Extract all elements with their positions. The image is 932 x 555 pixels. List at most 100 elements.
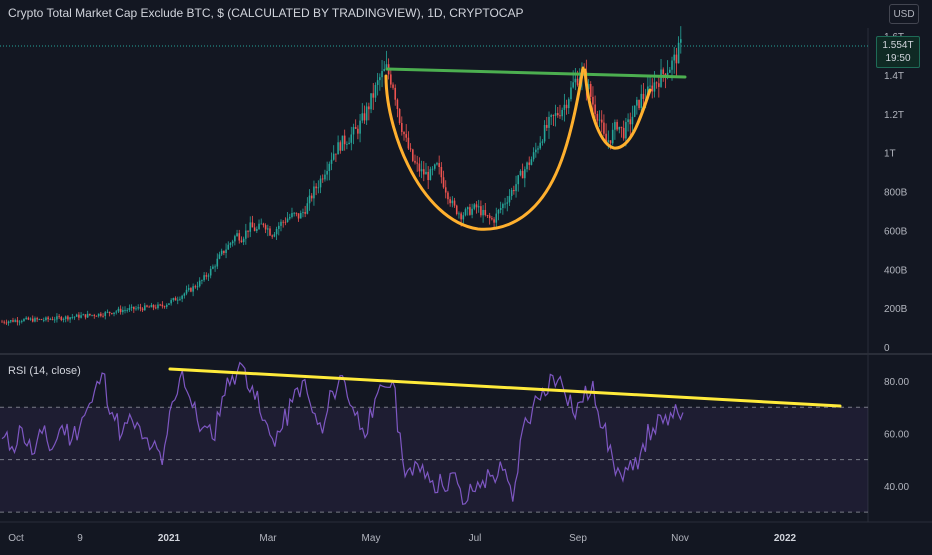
candle-body: [150, 304, 153, 308]
currency-button[interactable]: USD: [889, 4, 919, 24]
candle-body: [192, 286, 194, 292]
candle-body: [205, 275, 208, 277]
candle-body: [198, 280, 201, 287]
candle-body: [282, 221, 284, 223]
candle-body: [148, 306, 150, 308]
candle-body: [442, 177, 445, 188]
candle-body: [532, 152, 535, 160]
candle-body: [95, 315, 98, 317]
candle-body: [284, 221, 287, 223]
candle-body: [359, 120, 361, 134]
candle-body: [159, 304, 161, 306]
candle-body: [40, 319, 43, 320]
candle-body: [381, 71, 383, 78]
candle-body: [253, 227, 256, 231]
candle-body: [264, 225, 267, 230]
candle-body: [104, 312, 107, 316]
candle-body: [576, 78, 579, 85]
candle-body: [627, 119, 629, 123]
candle-body: [370, 93, 372, 110]
rsi-indicator-label[interactable]: RSI (14, close): [8, 365, 81, 377]
candle-body: [196, 286, 199, 288]
candle-body: [449, 199, 451, 204]
candle-body: [9, 320, 12, 322]
candle-body: [7, 321, 10, 324]
candle-body: [660, 69, 662, 87]
candle-body: [451, 200, 454, 204]
candle-body: [302, 212, 304, 213]
candle-body: [631, 116, 634, 125]
candle-body: [401, 122, 403, 132]
candle-body: [519, 170, 522, 176]
candle-body: [447, 192, 449, 200]
candle-body: [636, 99, 638, 106]
candle-body: [277, 225, 280, 229]
candle-body: [91, 314, 93, 316]
candle-body: [658, 83, 660, 87]
candle-body: [45, 317, 47, 320]
candle-body: [673, 54, 676, 61]
candle-body: [73, 316, 76, 318]
candle-body: [5, 322, 8, 324]
candle-body: [491, 218, 493, 220]
candle-body: [662, 69, 665, 74]
candle-body: [390, 74, 392, 85]
candle-body: [56, 316, 58, 320]
candle-body: [600, 119, 603, 123]
candle-body: [411, 149, 414, 161]
candle-body: [133, 306, 135, 310]
candle-body: [680, 39, 682, 43]
candle-body: [122, 309, 124, 313]
candle-body: [414, 160, 416, 163]
candle-body: [570, 87, 572, 100]
candle-body: [27, 317, 30, 320]
candle-body: [25, 317, 27, 320]
price-axis-tick: 1T: [884, 149, 896, 160]
price-axis-tick: 600B: [884, 226, 908, 237]
candle-body: [405, 134, 408, 138]
candle-body: [269, 228, 271, 236]
candle-body: [383, 68, 386, 72]
candle-body: [84, 314, 87, 318]
candle-body: [128, 307, 131, 310]
candle-body: [556, 113, 559, 116]
time-axis-tick: 2022: [774, 533, 797, 544]
candle-body: [554, 113, 557, 116]
candle-body: [229, 243, 232, 245]
candle-body: [218, 254, 221, 259]
candle-body: [339, 142, 342, 151]
candle-body: [154, 307, 157, 309]
candle-body: [267, 228, 269, 230]
chart-title: Crypto Total Market Cap Exclude BTC, $ (…: [8, 6, 524, 20]
candle-body: [220, 250, 223, 255]
candle-body: [330, 159, 333, 164]
candle-body: [398, 109, 401, 123]
candle-body: [34, 318, 36, 322]
candle-body: [236, 233, 238, 237]
candle-body: [31, 318, 34, 322]
candle-body: [288, 216, 291, 219]
price-axis-tick: 400B: [884, 265, 908, 276]
candle-body: [214, 266, 216, 268]
candle-body: [526, 162, 528, 170]
candle-body: [431, 168, 434, 170]
candle-body: [113, 312, 115, 314]
candle-body: [350, 134, 353, 143]
candle-body: [622, 127, 625, 139]
candle-body: [139, 307, 142, 309]
candle-body: [561, 109, 563, 117]
candle-body: [293, 212, 295, 214]
candle-body: [51, 319, 54, 320]
candle-body: [238, 233, 241, 241]
candle-body: [574, 78, 577, 83]
candle-body: [117, 308, 120, 312]
candle-body: [299, 212, 302, 219]
candle-body: [328, 163, 331, 172]
candle-body: [89, 313, 91, 316]
candle-body: [262, 223, 265, 226]
candle-body: [504, 203, 506, 205]
candle-body: [368, 106, 370, 110]
candle-body: [75, 314, 78, 317]
